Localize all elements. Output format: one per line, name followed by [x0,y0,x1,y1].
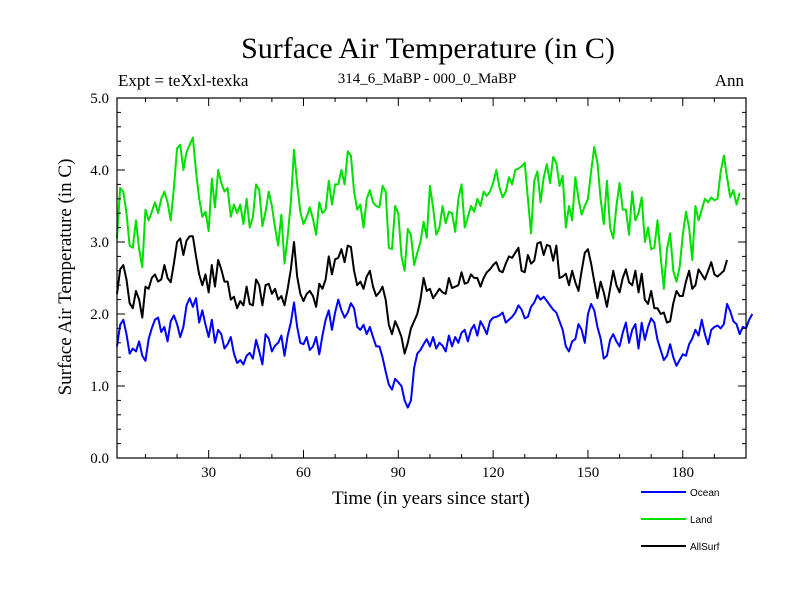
legend: Ocean Land AllSurf [641,488,720,553]
x-tick-label: 120 [482,465,505,481]
chart-subtitle-left: Expt = teXxl-texka [118,71,249,90]
y-axis-label: Surface Air Temperature (in C) [55,159,76,396]
plot-area: 30 60 90 120 150 180 0.0 1.0 2.0 3.0 4.0 5.0 [90,91,754,481]
x-tick-label: 30 [201,465,216,481]
legend-label-ocean: Ocean [690,488,719,499]
chart-subtitle-right: Ann [715,71,745,90]
x-tick-label: 60 [296,465,311,481]
chart-subtitle-center: 314_6_MaBP - 000_0_MaBP [338,71,517,87]
x-tick-label: 150 [577,465,600,481]
y-tick-label: 3.0 [90,235,109,251]
series-line-allsurf [116,235,728,355]
series-line-ocean [116,294,754,409]
plot-frame [116,97,747,459]
chart-title: Surface Air Temperature (in C) [241,32,615,65]
series-line-land [116,136,741,290]
y-tick-label: 0.0 [90,451,109,467]
y-tick-label: 4.0 [90,163,109,179]
legend-label-allsurf: AllSurf [690,542,720,553]
x-axis-label: Time (in years since start) [332,488,530,509]
x-tick-label: 90 [391,465,406,481]
x-tick-label: 180 [672,465,695,481]
y-tick-label: 1.0 [90,379,109,395]
y-tick-label: 5.0 [90,91,109,107]
legend-label-land: Land [690,515,712,526]
y-tick-label: 2.0 [90,307,109,323]
